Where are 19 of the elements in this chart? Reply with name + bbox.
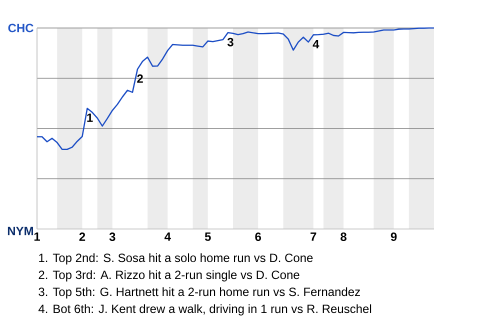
text: CHC xyxy=(8,24,34,32)
annotation: 2 xyxy=(137,74,143,83)
text: 1. Top 2nd: S. Sosa hit a solo home run vs D. Cone xyxy=(39,253,313,264)
x-tick-label: 4 xyxy=(164,232,171,241)
x-tick-label: 7 xyxy=(310,232,316,241)
x-tick-label: 5 xyxy=(204,232,211,241)
annotation: 4 xyxy=(312,40,320,48)
text: 3. Top 5th: G. Hartnett hit a 2-run home run vs S. Fernandez xyxy=(38,287,360,298)
text: NYM xyxy=(8,226,33,236)
x-tick-label: 8 xyxy=(340,232,346,242)
text: 2. Top 3rd: A. Rizzo hit a 2-run single vs D. Cone xyxy=(38,270,300,282)
x-tick-label: 1 xyxy=(34,232,40,241)
x-tick-label: 2 xyxy=(79,232,86,241)
text: 4. Bot 6th: J. Kent drew a walk, driving in 1 run vs R. Reuschel xyxy=(38,304,372,316)
annotation: 1 xyxy=(87,114,93,122)
annotation: 3 xyxy=(227,38,234,46)
x-tick-label: 9 xyxy=(390,232,397,242)
x-tick-label: 6 xyxy=(255,232,262,242)
x-tick-label: 3 xyxy=(109,232,116,242)
